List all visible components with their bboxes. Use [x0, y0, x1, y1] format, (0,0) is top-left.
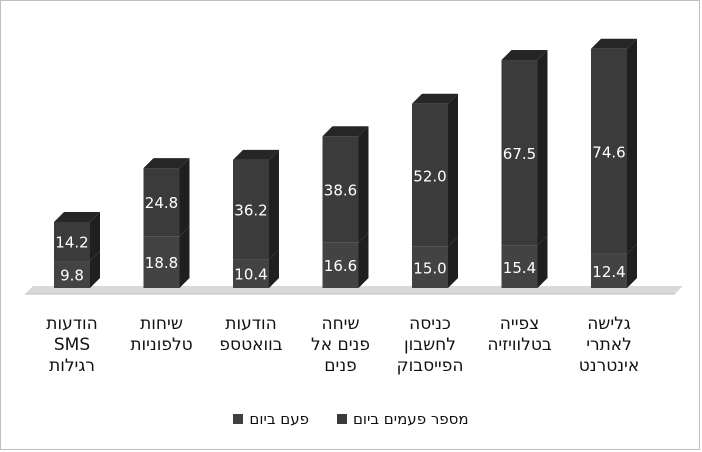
- category-label: הודעות בוואטספ: [219, 314, 283, 355]
- bar-top-face: [591, 38, 637, 49]
- bar-segment: [143, 168, 180, 237]
- bar-segment: [233, 159, 269, 260]
- bar-side-face: [90, 251, 100, 288]
- data-label: 9.8: [60, 267, 84, 285]
- bar-segment: [501, 60, 538, 246]
- bar-segment: [412, 246, 448, 288]
- bar-side-face: [627, 243, 637, 288]
- bar-top-face: [322, 126, 369, 137]
- data-label: 14.2: [55, 234, 88, 252]
- bar-side-face: [537, 235, 548, 288]
- bar-side-face: [627, 38, 637, 254]
- data-label: 16.6: [324, 257, 357, 275]
- category-label: שיחות טלפוניות: [130, 314, 193, 355]
- data-label: 15.4: [503, 259, 536, 277]
- legend-swatch: [336, 414, 347, 424]
- bar-side-face: [358, 126, 369, 243]
- legend-swatch: [233, 414, 244, 424]
- category-label: גלישה לאתרי אינטרנט: [578, 314, 640, 376]
- data-label: 10.4: [234, 266, 267, 284]
- legend-item: פעם ביום: [233, 410, 309, 428]
- bar-side-face: [448, 93, 458, 247]
- bar-segment: [501, 245, 538, 288]
- bar-side-face: [358, 232, 369, 288]
- bar-segment: [54, 222, 90, 262]
- bar-side-face: [269, 249, 279, 288]
- bar-top-face: [143, 158, 190, 169]
- data-label: 74.6: [592, 143, 625, 161]
- bar-top-face: [233, 149, 279, 160]
- data-label: 52.0: [413, 167, 446, 185]
- data-label: 67.5: [503, 145, 536, 163]
- bar-segment: [412, 103, 448, 247]
- bar-side-face: [448, 236, 458, 288]
- bar-side-face: [90, 212, 100, 262]
- bar-segment: [322, 136, 359, 243]
- bar-side-face: [537, 50, 548, 246]
- data-label: 12.4: [592, 263, 625, 281]
- legend: מספר פעמים ביום פעם ביום: [0, 410, 702, 428]
- bar-segment: [591, 48, 627, 254]
- legend-label: מספר פעמים ביום: [352, 410, 469, 428]
- bar-segment: [143, 236, 180, 288]
- data-label: 24.8: [145, 194, 178, 212]
- data-label: 38.6: [324, 181, 357, 199]
- bar-segment: [233, 259, 269, 288]
- bar-side-face: [179, 158, 190, 237]
- bar-top-face: [412, 93, 458, 104]
- legend-item: מספר פעמים ביום: [336, 410, 469, 428]
- legend-label: פעם ביום: [249, 410, 309, 428]
- data-label: 18.8: [145, 254, 178, 272]
- bar-top-face: [54, 212, 100, 222]
- data-label: 36.2: [234, 202, 267, 220]
- data-label: 15.0: [413, 259, 446, 277]
- category-label: הודעות SMS רגילות: [46, 314, 98, 376]
- bar-side-face: [269, 149, 279, 260]
- bar-segment: [322, 242, 359, 288]
- bar-segment: [591, 253, 627, 288]
- bar-side-face: [179, 226, 190, 288]
- bar-top-face: [501, 50, 548, 61]
- bar-segment: [54, 261, 90, 288]
- category-label: שיחה פנים אל פנים: [311, 314, 370, 376]
- category-label: כניסה לחשבון הפייסבוק: [396, 314, 464, 376]
- category-label: צפייה בטלוויזיה: [487, 314, 552, 355]
